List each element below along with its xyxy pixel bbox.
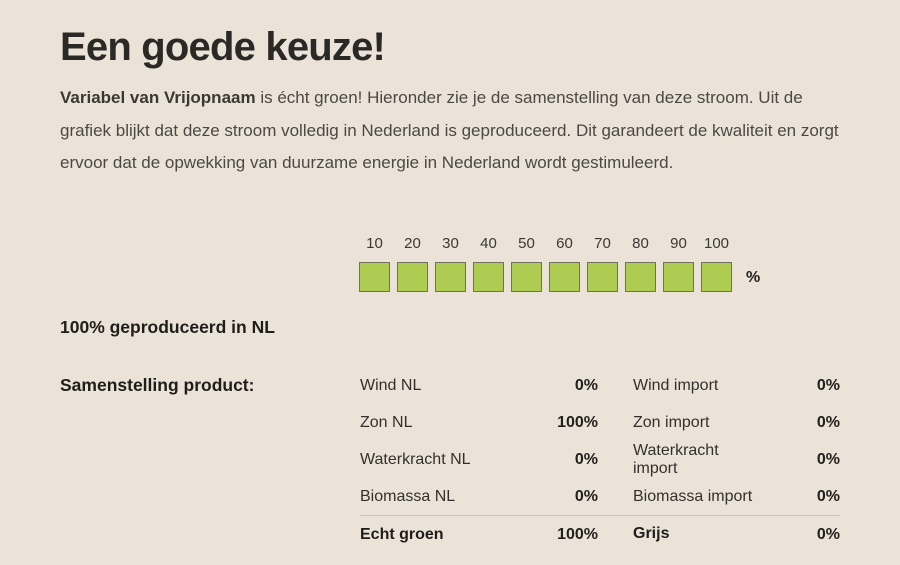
scale-tick-label: 20 bbox=[404, 235, 421, 252]
scale-square bbox=[587, 262, 618, 292]
scale-step-70: 70 bbox=[587, 234, 618, 292]
percent-unit-label: % bbox=[746, 269, 761, 286]
composition-total-label: Echt groen bbox=[360, 515, 515, 553]
produced-in-nl-label: 100% geproduceerd in NL bbox=[60, 317, 275, 337]
composition-row-label: Zon import bbox=[633, 413, 710, 431]
scale-step-40: 40 bbox=[473, 234, 504, 292]
scale-step-80: 80 bbox=[625, 234, 656, 292]
scale-tick-label: 70 bbox=[594, 235, 611, 252]
intro-paragraph: Variabel van Vrijopnaam is écht groen! H… bbox=[60, 82, 852, 180]
scale-tick-label: 80 bbox=[632, 235, 649, 252]
composition-row-value: 0% bbox=[816, 487, 840, 505]
scale-tick-label: 90 bbox=[670, 235, 687, 252]
composition-table: Wind NL 0% Wind import 0% Zon NL 100% Zon impo… bbox=[360, 367, 840, 553]
composition-row-label: Biomassa import bbox=[633, 487, 753, 505]
composition-row-label: Wind import bbox=[633, 376, 719, 394]
scale-square bbox=[701, 262, 732, 292]
scale-tick-label: 30 bbox=[442, 235, 459, 252]
scale-tick-label: 100 bbox=[703, 235, 730, 252]
composition-row-label: Waterkracht NL bbox=[360, 450, 471, 468]
scale-square bbox=[625, 262, 656, 292]
composition-row-value: 0% bbox=[816, 376, 840, 394]
composition-heading: Samenstelling product: bbox=[60, 375, 255, 395]
composition-row-value: 0% bbox=[574, 450, 598, 468]
scale-tick-label: 60 bbox=[556, 235, 573, 252]
scale-square bbox=[511, 262, 542, 292]
composition-row-value: 0% bbox=[816, 413, 840, 431]
page-title: Een goede keuze! bbox=[60, 25, 386, 69]
scale-tick-label: 10 bbox=[366, 235, 383, 252]
composition-total-value: 0% bbox=[766, 515, 840, 553]
scale-step-20: 20 bbox=[397, 234, 428, 292]
composition-row-value: 0% bbox=[574, 487, 598, 505]
scale-step-50: 50 bbox=[511, 234, 542, 292]
composition-row-value: 100% bbox=[557, 413, 598, 431]
scale-step-10: 10 bbox=[359, 234, 390, 292]
product-name: Variabel van Vrijopnaam bbox=[60, 88, 256, 107]
composition-row-label: Zon NL bbox=[360, 413, 413, 431]
scale-step-100: 100 bbox=[701, 234, 732, 292]
scale-square bbox=[473, 262, 504, 292]
intro-text: is écht groen! Hieronder zie je de samen… bbox=[60, 88, 839, 172]
scale-square bbox=[397, 262, 428, 292]
composition-row-label: Biomassa NL bbox=[360, 487, 456, 505]
percentage-scale-chart: 10 20 30 40 50 60 70 80 90 100 % bbox=[359, 234, 760, 292]
scale-square bbox=[435, 262, 466, 292]
composition-row-value: 0% bbox=[574, 376, 598, 394]
composition-row-label: Wind NL bbox=[360, 376, 422, 394]
scale-tick-label: 50 bbox=[518, 235, 535, 252]
scale-square bbox=[549, 262, 580, 292]
scale-step-60: 60 bbox=[549, 234, 580, 292]
scale-tick-label: 40 bbox=[480, 235, 497, 252]
scale-step-30: 30 bbox=[435, 234, 466, 292]
composition-row-value: 0% bbox=[816, 450, 840, 468]
scale-squares-row: 10 20 30 40 50 60 70 80 90 100 bbox=[359, 234, 739, 292]
composition-total-value: 100% bbox=[515, 515, 598, 553]
scale-square bbox=[359, 262, 390, 292]
scale-square bbox=[663, 262, 694, 292]
composition-row-label: Waterkracht import bbox=[633, 441, 719, 477]
composition-total-label: Grijs bbox=[598, 515, 766, 552]
scale-step-90: 90 bbox=[663, 234, 694, 292]
